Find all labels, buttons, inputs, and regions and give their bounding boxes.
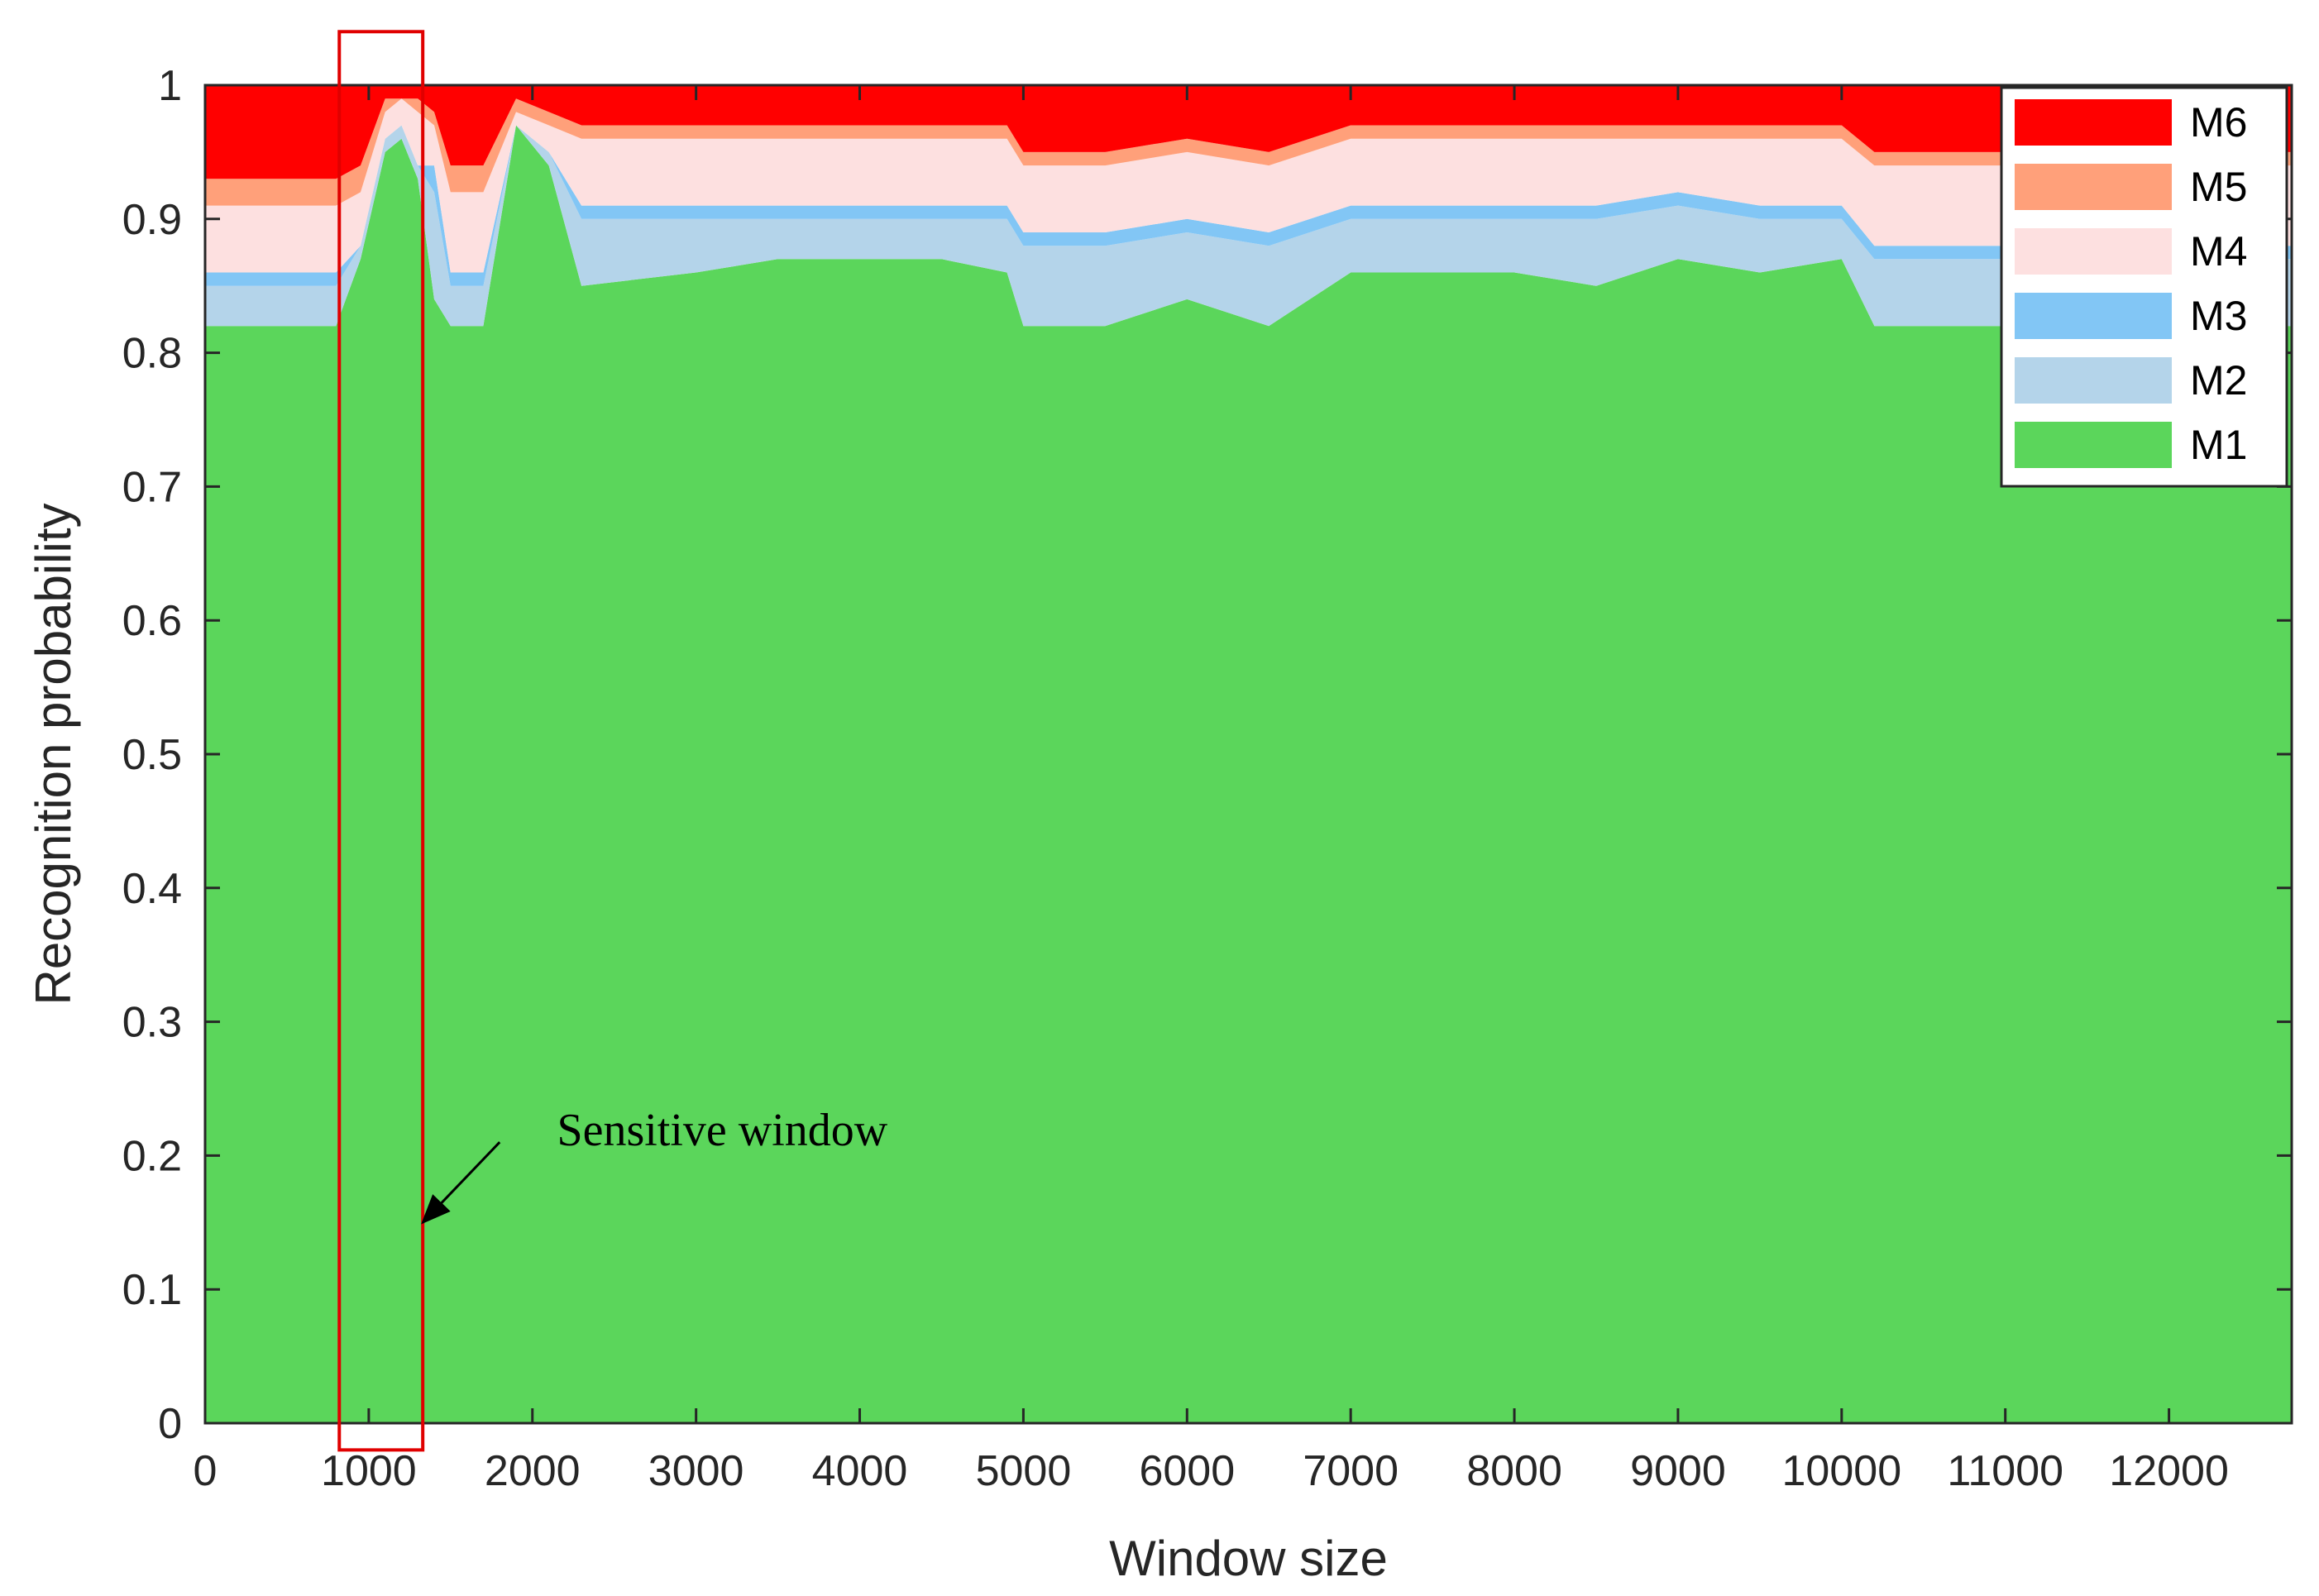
- annotation-text: Sensitive window: [557, 1105, 887, 1156]
- legend-label-m2: M2: [2190, 357, 2247, 404]
- x-tick-label: 12000: [2109, 1447, 2229, 1495]
- legend-swatch-m4: [2015, 228, 2172, 275]
- y-tick-label: 0.8: [122, 330, 182, 378]
- x-tick-label: 0: [194, 1447, 218, 1495]
- legend-label-m1: M1: [2190, 422, 2247, 468]
- annotation-arrow: [421, 1141, 501, 1225]
- x-axis-title: Window size: [1109, 1531, 1388, 1586]
- legend-swatch-m6: [2015, 99, 2172, 146]
- legend-label-m5: M5: [2190, 164, 2247, 210]
- series-area-m1: [205, 125, 2292, 1423]
- x-tick-label: 4000: [812, 1447, 908, 1495]
- series-area-m6: [205, 85, 2292, 179]
- legend-swatch-m5: [2015, 164, 2172, 210]
- y-tick-label: 0.5: [122, 731, 182, 779]
- annotation: Sensitive window: [337, 30, 888, 1452]
- legend-label-m6: M6: [2190, 99, 2247, 146]
- legend-label-m4: M4: [2190, 228, 2247, 275]
- x-tick-label: 7000: [1303, 1447, 1399, 1495]
- axes: [203, 84, 2293, 1425]
- x-tick-label: 1000: [321, 1447, 417, 1495]
- series-area-m4: [205, 98, 2292, 273]
- legend: M6 M5 M4 M3 M2 M1: [2000, 86, 2288, 488]
- legend-swatch-m3: [2015, 293, 2172, 339]
- legend-label-m3: M3: [2190, 293, 2247, 339]
- x-tick-label: 6000: [1139, 1447, 1235, 1495]
- y-tick-label: 0.7: [122, 463, 182, 511]
- x-tick-label: 3000: [648, 1447, 744, 1495]
- y-tick-label: 0.9: [122, 196, 182, 244]
- legend-swatch-m2: [2015, 357, 2172, 404]
- y-tick-label: 0.1: [122, 1266, 182, 1314]
- series-area-m5: [205, 98, 2292, 206]
- x-tick-label: 9000: [1630, 1447, 1726, 1495]
- y-axis-title: Recognition probability: [26, 503, 81, 1005]
- tick-labels: 0 1000 2000 3000 4000 5000 6000 7000 8000 9000 100…: [122, 62, 2229, 1495]
- legend-box: [2000, 86, 2288, 488]
- x-tick-label: 8000: [1466, 1447, 1562, 1495]
- y-tick-label: 0.6: [122, 597, 182, 645]
- y-tick-label: 1: [158, 62, 182, 110]
- y-tick-label: 0.3: [122, 999, 182, 1047]
- x-tick-label: 11000: [1947, 1447, 2063, 1495]
- y-tick-label: 0.2: [122, 1132, 182, 1180]
- x-tick-label: 5000: [976, 1447, 1072, 1495]
- x-tick-label: 2000: [485, 1447, 581, 1495]
- sensitive-window-box: [337, 30, 425, 1452]
- series-areas: [205, 85, 2292, 1423]
- legend-swatch-m1: [2015, 422, 2172, 468]
- y-tick-label: 0.4: [122, 865, 182, 913]
- x-tick-label: 10000: [1782, 1447, 1902, 1495]
- y-tick-label: 0: [158, 1400, 182, 1448]
